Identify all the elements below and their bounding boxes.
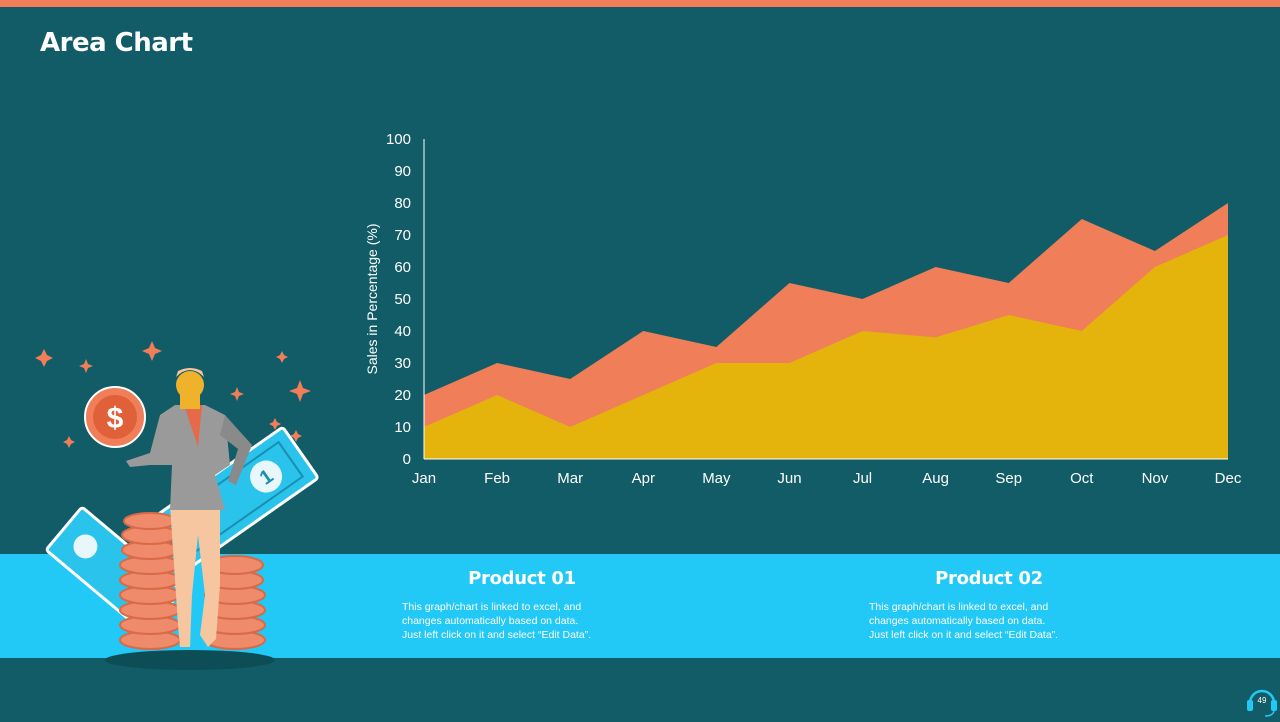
product-02-line-1: This graph/chart is linked to excel, and bbox=[869, 601, 1049, 613]
product-01-line-1: This graph/chart is linked to excel, and bbox=[402, 601, 582, 613]
x-tick-label: Dec bbox=[1215, 470, 1242, 487]
y-tick-label: 90 bbox=[394, 163, 411, 180]
svg-text:$: $ bbox=[107, 402, 124, 435]
shadow-shape bbox=[105, 650, 275, 670]
page-title: Area Chart bbox=[40, 28, 193, 58]
x-tick-label: Nov bbox=[1142, 470, 1169, 487]
y-tick-label: 40 bbox=[394, 323, 411, 340]
y-tick-label: 20 bbox=[394, 387, 411, 404]
y-tick-label: 10 bbox=[394, 419, 411, 436]
businessman-illustration: 1 $ bbox=[35, 341, 319, 670]
product-02-line-3: Just left click on it and select “Edit D… bbox=[869, 629, 1059, 641]
y-tick-label: 50 bbox=[394, 291, 411, 308]
y-tick-label: 60 bbox=[394, 259, 411, 276]
y-tick-label: 80 bbox=[394, 195, 411, 212]
y-tick-label: 100 bbox=[386, 131, 411, 148]
area-chart: 0 10 20 30 40 50 60 70 80 90 100 Jan Feb Mar Apr May Jun… bbox=[364, 131, 1242, 487]
top-accent-bar bbox=[0, 0, 1280, 7]
product-02-title: Product 02 bbox=[935, 568, 1043, 589]
x-tick-label: Jan bbox=[412, 470, 436, 487]
headset-icon bbox=[1247, 689, 1277, 717]
series-1-area bbox=[424, 235, 1228, 459]
coin-stack-icon bbox=[119, 512, 266, 650]
x-tick-label: Jun bbox=[777, 470, 801, 487]
product-02-line-2: changes automatically based on data. bbox=[869, 615, 1046, 627]
businessman-figure bbox=[126, 368, 252, 647]
y-axis-label: Sales in Percentage (%) bbox=[364, 224, 380, 375]
y-tick-label: 70 bbox=[394, 227, 411, 244]
x-tick-label: Mar bbox=[557, 470, 583, 487]
product-01-description: This graph/chart is linked to excel, and… bbox=[402, 600, 632, 642]
product-02-block: Product 02 This graph/chart is linked to… bbox=[869, 568, 1109, 642]
page-number-badge: 49 bbox=[1245, 683, 1279, 717]
product-02-description: This graph/chart is linked to excel, and… bbox=[869, 600, 1099, 642]
x-tick-label: May bbox=[702, 470, 731, 487]
x-tick-label: Aug bbox=[922, 470, 949, 487]
y-tick-label: 0 bbox=[403, 451, 411, 468]
x-tick-label: Apr bbox=[632, 470, 655, 487]
x-tick-label: Feb bbox=[484, 470, 510, 487]
x-tick-label: Oct bbox=[1070, 470, 1094, 487]
page-number: 49 bbox=[1257, 696, 1267, 705]
product-01-line-2: changes automatically based on data. bbox=[402, 615, 579, 627]
product-01-title: Product 01 bbox=[468, 568, 576, 589]
x-tick-label: Sep bbox=[995, 470, 1022, 487]
product-01-line-3: Just left click on it and select “Edit D… bbox=[402, 629, 592, 641]
dollar-coin-icon: $ bbox=[84, 386, 146, 448]
y-tick-label: 30 bbox=[394, 355, 411, 372]
sparkle-icon bbox=[35, 341, 311, 448]
x-tick-label: Jul bbox=[853, 470, 872, 487]
product-01-block: Product 01 This graph/chart is linked to… bbox=[402, 568, 642, 642]
